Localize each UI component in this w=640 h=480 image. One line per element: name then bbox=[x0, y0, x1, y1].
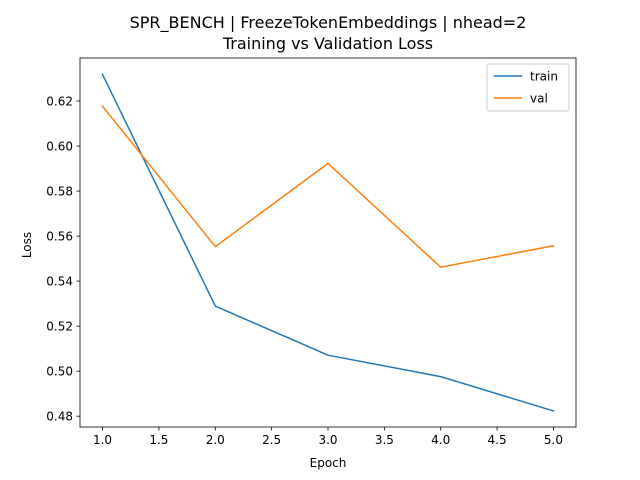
y-tick-label: 0.48 bbox=[46, 409, 73, 423]
x-tick-label: 5.0 bbox=[544, 433, 563, 447]
series-line-val bbox=[101, 105, 555, 268]
y-tick-label: 0.62 bbox=[46, 94, 73, 108]
y-tick-label: 0.52 bbox=[46, 319, 73, 333]
y-tick-label: 0.54 bbox=[46, 274, 73, 288]
y-axis-label: Loss bbox=[20, 232, 34, 258]
x-tick-label: 4.5 bbox=[488, 433, 507, 447]
x-axis-label: Epoch bbox=[310, 456, 347, 470]
series-line-train bbox=[101, 73, 555, 412]
y-tick-label: 0.58 bbox=[46, 184, 73, 198]
plot-area: 1.0 1.5 2.0 2.5 3.0 3.5 4.0 4.5 5.0 0.48 0.50 0.52 0… bbox=[46, 57, 577, 447]
y-tick-label: 0.56 bbox=[46, 229, 73, 243]
y-tick-label: 0.60 bbox=[46, 139, 73, 153]
x-tick-label: 2.0 bbox=[206, 433, 225, 447]
x-tick-label: 3.0 bbox=[318, 433, 337, 447]
x-tick-label: 4.0 bbox=[431, 433, 450, 447]
legend-label-train: train bbox=[530, 69, 558, 83]
y-tick-label: 0.50 bbox=[46, 364, 73, 378]
x-tick-label: 2.5 bbox=[262, 433, 281, 447]
chart-subtitle: Training vs Validation Loss bbox=[222, 34, 433, 53]
chart-title: SPR_BENCH | FreezeTokenEmbeddings | nhea… bbox=[130, 13, 527, 33]
x-tick-label: 1.5 bbox=[149, 433, 168, 447]
x-tick-label: 1.0 bbox=[93, 433, 112, 447]
x-tick-label: 3.5 bbox=[375, 433, 394, 447]
legend-label-val: val bbox=[530, 91, 548, 105]
